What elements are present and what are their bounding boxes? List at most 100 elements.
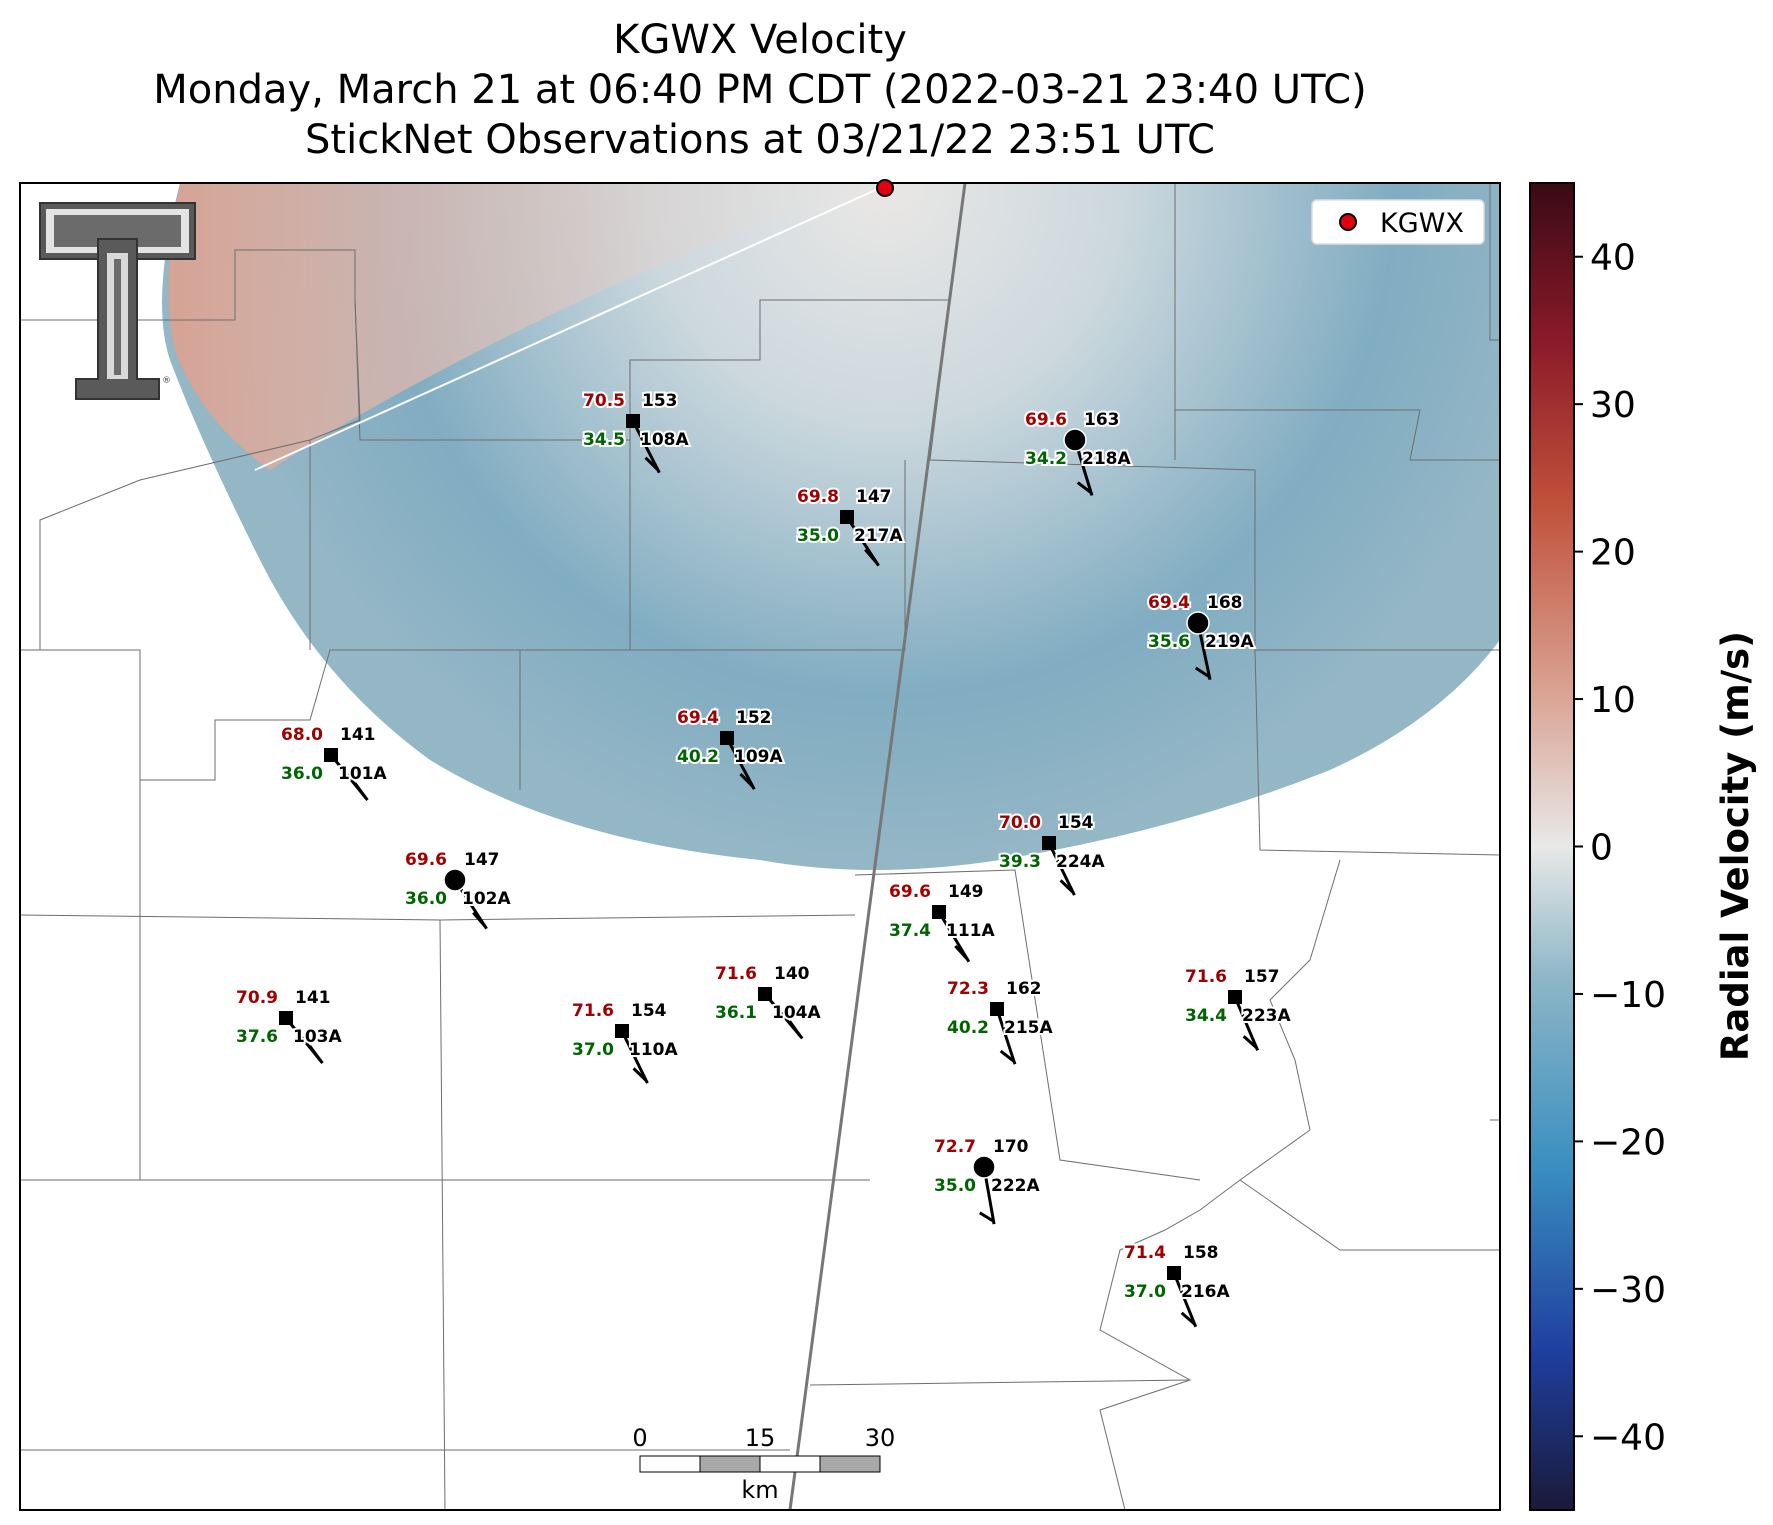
station-marker-216A (1167, 1266, 1181, 1280)
colorbar-tick-label: 20 (1590, 533, 1636, 574)
station-108A[interactable]: 70.5 153 34.5 108A (581, 389, 691, 474)
wind-barb-110A (620, 1030, 649, 1084)
station-111A[interactable]: 69.6 149 37.4 111A (887, 880, 997, 963)
station-marker-215A (990, 1002, 1004, 1016)
station-dewpoint-111A: 37.4 (889, 921, 931, 941)
station-marker-109A (720, 731, 734, 745)
station-temp-218A: 69.6 (1025, 410, 1067, 430)
station-217A[interactable]: 69.8 147 35.0 217A (795, 485, 905, 567)
station-marker-104A (758, 987, 772, 1001)
station-direction-104A: 140 (774, 964, 810, 984)
station-temp-101A: 68.0 (281, 725, 323, 745)
station-marker-111A (932, 905, 946, 919)
radar-velocity-field (162, 183, 1500, 870)
station-marker-103A (279, 1011, 293, 1025)
map-area (20, 183, 1500, 1510)
station-224A[interactable]: 70.0 154 39.3 224A (997, 811, 1107, 896)
station-id-108A: 108A (640, 430, 689, 450)
station-direction-103A: 141 (295, 988, 331, 1008)
scale-label-15: 15 (745, 1424, 776, 1452)
colorbar-tick-label: −10 (1590, 975, 1666, 1016)
station-temp-217A: 69.8 (797, 487, 839, 507)
station-dewpoint-108A: 34.5 (583, 430, 625, 450)
station-id-102A: 102A (462, 889, 511, 909)
wind-barb-flag-218A (1076, 481, 1093, 494)
station-dewpoint-101A: 36.0 (281, 764, 323, 784)
station-223A[interactable]: 71.6 157 34.4 223A (1183, 965, 1293, 1051)
station-103A[interactable]: 70.9 141 37.6 103A (234, 986, 344, 1065)
wind-barb-flag-217A (864, 548, 879, 565)
station-101A[interactable]: 68.0 141 36.0 101A (279, 723, 389, 802)
legend-kgwx-marker (1339, 213, 1357, 231)
station-dewpoint-224A: 39.3 (999, 852, 1041, 872)
radar-inbound-west (168, 183, 881, 470)
wind-barb-flag-104A (788, 1020, 802, 1038)
station-direction-101A: 141 (340, 725, 376, 745)
wind-barb-flag-102A (472, 911, 487, 928)
wind-barb-flag-111A (954, 945, 969, 961)
svg-text:®: ® (162, 376, 171, 386)
texas-tech-logo: ® (39, 202, 196, 400)
station-direction-224A: 154 (1058, 813, 1094, 833)
station-id-218A: 218A (1082, 449, 1131, 469)
colorbar-tick-label: −20 (1590, 1122, 1666, 1163)
station-temp-109A: 69.4 (677, 708, 719, 728)
wind-barb-flag-110A (632, 1067, 648, 1082)
colorbar-gradient (1529, 182, 1575, 1511)
station-id-111A: 111A (946, 921, 995, 941)
station-dewpoint-215A: 40.2 (947, 1018, 989, 1038)
title-radar: KGWX Velocity (613, 17, 907, 63)
station-marker-218A (1063, 428, 1087, 452)
station-215A[interactable]: 72.3 162 40.2 215A (945, 977, 1055, 1065)
station-dewpoint-216A: 37.0 (1124, 1282, 1166, 1302)
station-110A[interactable]: 71.6 154 37.0 110A (570, 999, 680, 1084)
station-temp-219A: 69.4 (1148, 593, 1190, 613)
station-dewpoint-218A: 34.2 (1025, 449, 1067, 469)
state-boundary (788, 183, 967, 1510)
wind-barb-flag-103A (308, 1045, 322, 1062)
station-temp-110A: 71.6 (572, 1001, 614, 1021)
wind-barb-215A (995, 1008, 1017, 1065)
station-marker-222A (972, 1155, 996, 1179)
station-dewpoint-110A: 37.0 (572, 1040, 614, 1060)
colorbar-tick-label: 0 (1590, 828, 1613, 869)
station-temp-224A: 70.0 (999, 813, 1041, 833)
station-104A[interactable]: 71.6 140 36.1 104A (713, 962, 823, 1040)
station-direction-109A: 152 (736, 708, 772, 728)
station-102A[interactable]: 69.6 147 36.0 102A (403, 848, 513, 930)
wind-barb-109A (725, 737, 756, 790)
station-temp-223A: 71.6 (1185, 967, 1227, 987)
scale-unit: km (741, 1476, 778, 1504)
station-218A[interactable]: 69.6 163 34.2 218A (1023, 408, 1133, 496)
wind-barb-flag-219A (1194, 666, 1211, 679)
wind-barb-flag-223A (1242, 1035, 1258, 1049)
wind-barb-108A (631, 420, 661, 474)
station-direction-102A: 147 (464, 850, 500, 870)
station-216A[interactable]: 71.4 158 37.0 216A (1122, 1241, 1232, 1328)
station-marker-110A (615, 1024, 629, 1038)
colorbar-tick-label: −30 (1590, 1270, 1666, 1311)
wind-barb-flag-222A (978, 1211, 995, 1223)
scale-label-0: 0 (632, 1424, 647, 1452)
station-marker-219A (1186, 611, 1210, 635)
kgwx-radar-marker[interactable] (876, 179, 894, 197)
county-boundaries (20, 183, 1500, 1510)
station-direction-108A: 153 (642, 391, 678, 411)
station-222A[interactable]: 72.7 170 35.0 222A (932, 1135, 1042, 1225)
station-direction-215A: 162 (1006, 979, 1042, 999)
station-direction-217A: 147 (856, 487, 892, 507)
station-219A[interactable]: 69.4 168 35.6 219A (1146, 591, 1256, 681)
station-dewpoint-223A: 34.4 (1185, 1006, 1227, 1026)
wind-barb-flag-216A (1180, 1311, 1196, 1326)
station-id-216A: 216A (1181, 1282, 1230, 1302)
station-id-222A: 222A (991, 1176, 1040, 1196)
station-direction-222A: 170 (993, 1137, 1029, 1157)
station-109A[interactable]: 69.4 152 40.2 109A (675, 706, 785, 790)
station-dewpoint-222A: 35.0 (934, 1176, 976, 1196)
station-temp-216A: 71.4 (1124, 1243, 1166, 1263)
station-id-215A: 215A (1004, 1018, 1053, 1038)
station-temp-108A: 70.5 (583, 391, 625, 411)
station-direction-111A: 149 (948, 882, 984, 902)
station-dewpoint-103A: 37.6 (236, 1027, 278, 1047)
